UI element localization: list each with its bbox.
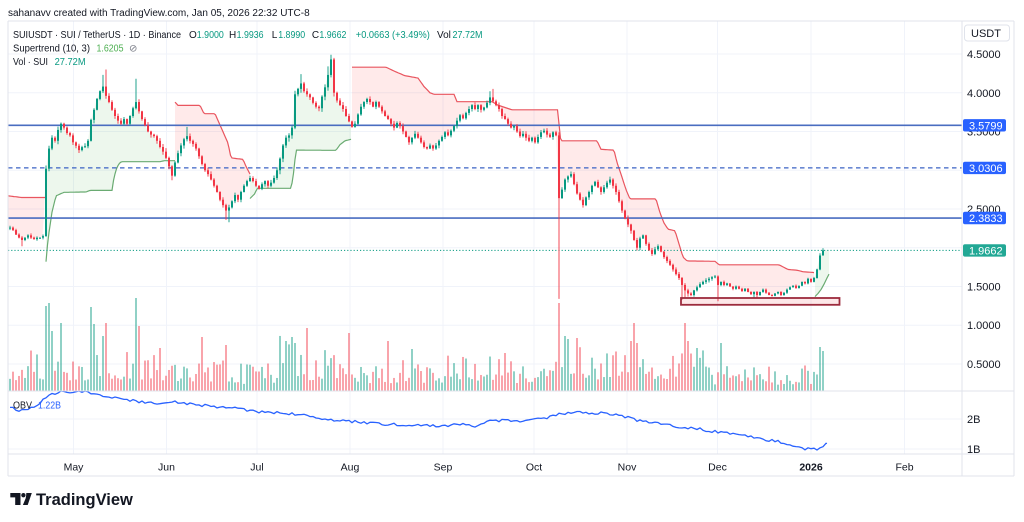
svg-text:Vol · SUI: Vol · SUI (13, 57, 48, 68)
svg-text:4.5000: 4.5000 (967, 49, 1001, 61)
svg-text:O: O (189, 30, 197, 41)
svg-text:TradingView: TradingView (36, 491, 133, 509)
svg-text:1.0000: 1.0000 (967, 320, 1001, 332)
svg-text:3.5799: 3.5799 (969, 120, 1003, 132)
svg-text:0.5000: 0.5000 (967, 359, 1001, 371)
svg-text:1.9662: 1.9662 (969, 245, 1003, 257)
svg-text:Oct: Oct (526, 462, 542, 474)
svg-text:May: May (64, 462, 85, 474)
svg-text:Nov: Nov (618, 462, 637, 474)
svg-text:1.9936: 1.9936 (237, 30, 264, 41)
svg-text:Sep: Sep (434, 462, 453, 474)
svg-text:H: H (229, 30, 236, 41)
svg-text:sahanavv created with TradingV: sahanavv created with TradingView.com, J… (8, 8, 310, 19)
svg-text:2.3833: 2.3833 (969, 213, 1003, 225)
svg-text:USDT: USDT (971, 28, 1001, 40)
svg-text:27.72M: 27.72M (55, 57, 86, 68)
svg-text:Dec: Dec (708, 462, 727, 474)
svg-text:⊘: ⊘ (129, 44, 137, 55)
svg-text:3.0306: 3.0306 (969, 163, 1003, 175)
svg-text:L: L (272, 30, 278, 41)
svg-text:1.6205: 1.6205 (97, 44, 124, 55)
svg-text:1.5000: 1.5000 (967, 282, 1001, 294)
svg-text:1.8990: 1.8990 (278, 30, 305, 41)
svg-text:Aug: Aug (341, 462, 360, 474)
svg-text:+0.0663 (+3.49%): +0.0663 (+3.49%) (356, 30, 430, 41)
svg-text:1.9000: 1.9000 (197, 30, 224, 41)
svg-text:2026: 2026 (799, 462, 823, 474)
svg-text:C: C (312, 30, 319, 41)
svg-text:Jul: Jul (250, 462, 263, 474)
svg-text:Vol: Vol (437, 30, 451, 41)
svg-text:4.0000: 4.0000 (967, 88, 1001, 100)
svg-text:1.9662: 1.9662 (319, 30, 346, 41)
svg-text:1.22B: 1.22B (38, 401, 61, 412)
svg-text:1B: 1B (967, 444, 980, 456)
svg-text:27.72M: 27.72M (453, 30, 483, 41)
svg-text:Jun: Jun (158, 462, 175, 474)
svg-text:Supertrend (10, 3): Supertrend (10, 3) (13, 44, 90, 55)
svg-text:SUIUSDT · SUI / TetherUS · 1D: SUIUSDT · SUI / TetherUS · 1D · Binance (13, 30, 181, 41)
svg-text:2B: 2B (967, 414, 980, 426)
svg-text:OBV: OBV (13, 401, 32, 412)
svg-text:Feb: Feb (895, 462, 913, 474)
